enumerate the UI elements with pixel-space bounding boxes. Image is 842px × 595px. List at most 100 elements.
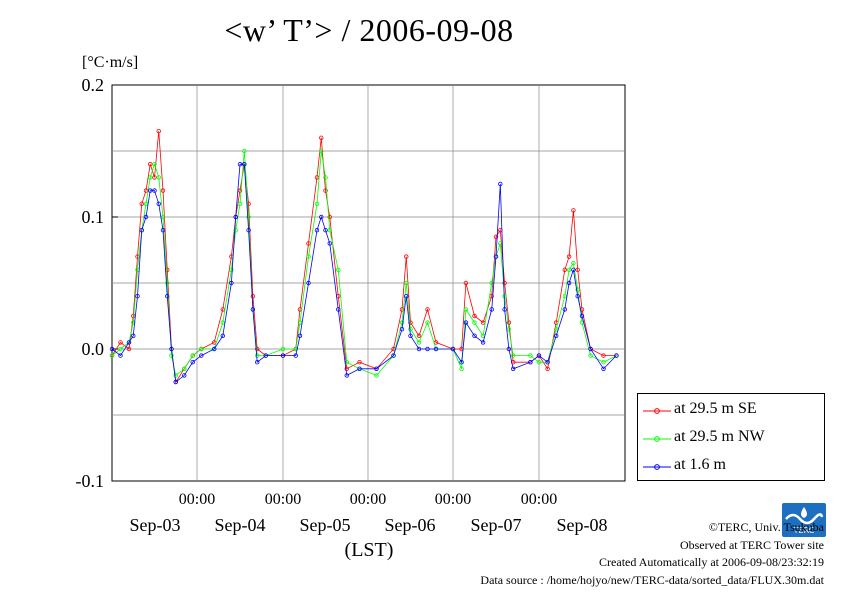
- series-point-2: [571, 267, 576, 272]
- series-point-2: [148, 188, 153, 193]
- series-point-1: [601, 360, 606, 365]
- series-point-0: [327, 214, 332, 220]
- legend-label-1-6m: at 1.6 m: [674, 456, 726, 473]
- series-point-2: [263, 353, 268, 358]
- series-point-2: [131, 333, 136, 338]
- series-point-2: [156, 201, 161, 206]
- series-point-2: [450, 346, 456, 352]
- series-line-2: [111, 163, 617, 383]
- series-point-2: [399, 327, 405, 332]
- series-point-1: [246, 214, 251, 220]
- series-point-1: [173, 373, 178, 378]
- series-point-2: [293, 353, 298, 358]
- series-point-2: [459, 360, 464, 365]
- x-day-label: Sep-05: [300, 515, 351, 535]
- series-point-1: [575, 287, 580, 292]
- series-point-1: [319, 148, 324, 154]
- legend-marker-1-6m: [654, 464, 660, 470]
- series-point-1: [242, 148, 247, 154]
- series-point-1: [109, 353, 115, 358]
- series-point-1: [528, 353, 533, 358]
- series-point-0: [404, 254, 409, 259]
- series-point-2: [566, 280, 572, 286]
- x-tick-label: 00:00: [179, 491, 215, 508]
- series-point-1: [472, 320, 477, 325]
- series-point-2: [374, 366, 379, 371]
- series-point-2: [237, 161, 243, 167]
- series-point-2: [433, 346, 439, 352]
- series-point-2: [165, 294, 170, 299]
- series-point-1: [182, 366, 187, 371]
- y-tick-label: 0.1: [82, 207, 105, 227]
- series-point-0: [562, 267, 567, 272]
- series-point-0: [502, 280, 507, 286]
- series-point-2: [408, 333, 413, 338]
- series-point-0: [571, 208, 576, 213]
- series-point-2: [498, 181, 503, 187]
- x-day-label: Sep-04: [215, 515, 266, 535]
- y-tick-label: 0.0: [82, 339, 105, 359]
- series-point-1: [336, 267, 341, 272]
- x-day-label: Sep-03: [130, 515, 181, 535]
- series-point-2: [344, 373, 349, 378]
- y-axis-unit-label: [°C·m/s]: [82, 54, 139, 71]
- series-point-0: [506, 320, 512, 325]
- series-point-1: [323, 175, 328, 180]
- series-point-0: [601, 353, 606, 358]
- logo-text: TERC: [793, 526, 815, 535]
- x-tick-label: 00:00: [350, 491, 386, 508]
- series-point-2: [601, 366, 606, 371]
- series-point-2: [528, 360, 533, 365]
- series-point-0: [126, 346, 132, 352]
- x-tick-label: 00:00: [521, 491, 557, 508]
- series-point-1: [237, 201, 243, 206]
- series-point-1: [229, 267, 234, 272]
- x-tick-label: 00:00: [265, 491, 301, 508]
- series-point-0: [148, 161, 153, 167]
- series-point-0: [250, 294, 256, 299]
- series-point-2: [297, 333, 303, 338]
- x-day-label: Sep-07: [471, 515, 522, 535]
- series-point-0: [323, 188, 328, 193]
- series-point-2: [152, 188, 157, 193]
- series-point-2: [118, 353, 123, 358]
- copyright-text: ©TERC, Univ. Tsukuba: [708, 520, 824, 534]
- legend-label-se: at 29.5 m SE: [674, 400, 757, 417]
- series-point-1: [152, 161, 157, 167]
- series-point-2: [319, 214, 324, 220]
- series-point-2: [306, 280, 311, 286]
- series-point-2: [489, 307, 494, 312]
- series-point-2: [336, 307, 341, 312]
- series-point-2: [182, 373, 187, 378]
- series-point-1: [169, 353, 174, 358]
- legend-item-se: at 29.5 m SE: [638, 398, 822, 420]
- series-point-1: [165, 280, 170, 286]
- legend-marker-se: [654, 408, 660, 414]
- series-point-2: [511, 366, 516, 371]
- series-point-2: [190, 360, 195, 365]
- series-point-2: [199, 353, 204, 358]
- legend-label-nw: at 29.5 m NW: [674, 428, 765, 445]
- series-point-2: [314, 227, 320, 233]
- legend-swatch-se: [643, 408, 671, 414]
- logo-wave-shape: [785, 513, 824, 525]
- series-point-1: [425, 320, 430, 325]
- series-point-1: [511, 353, 516, 358]
- series-point-0: [118, 340, 123, 345]
- series-point-2: [233, 214, 238, 220]
- series-point-2: [614, 353, 619, 358]
- series-point-2: [357, 366, 362, 371]
- series-line-0: [111, 131, 617, 384]
- series-point-1: [156, 175, 161, 180]
- series-point-2: [554, 333, 559, 338]
- series-point-2: [109, 346, 115, 352]
- series-point-0: [344, 366, 349, 371]
- series-point-2: [323, 227, 328, 233]
- series-point-0: [575, 267, 580, 272]
- series-point-2: [246, 227, 251, 233]
- series-point-2: [575, 294, 580, 299]
- series-point-1: [306, 254, 311, 259]
- series-point-1: [416, 340, 422, 345]
- series-point-0: [255, 346, 260, 352]
- series-point-2: [169, 346, 174, 352]
